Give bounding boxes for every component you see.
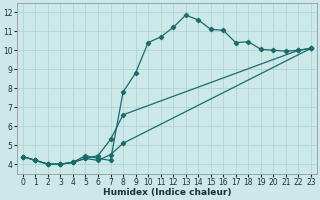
X-axis label: Humidex (Indice chaleur): Humidex (Indice chaleur) [103,188,231,197]
